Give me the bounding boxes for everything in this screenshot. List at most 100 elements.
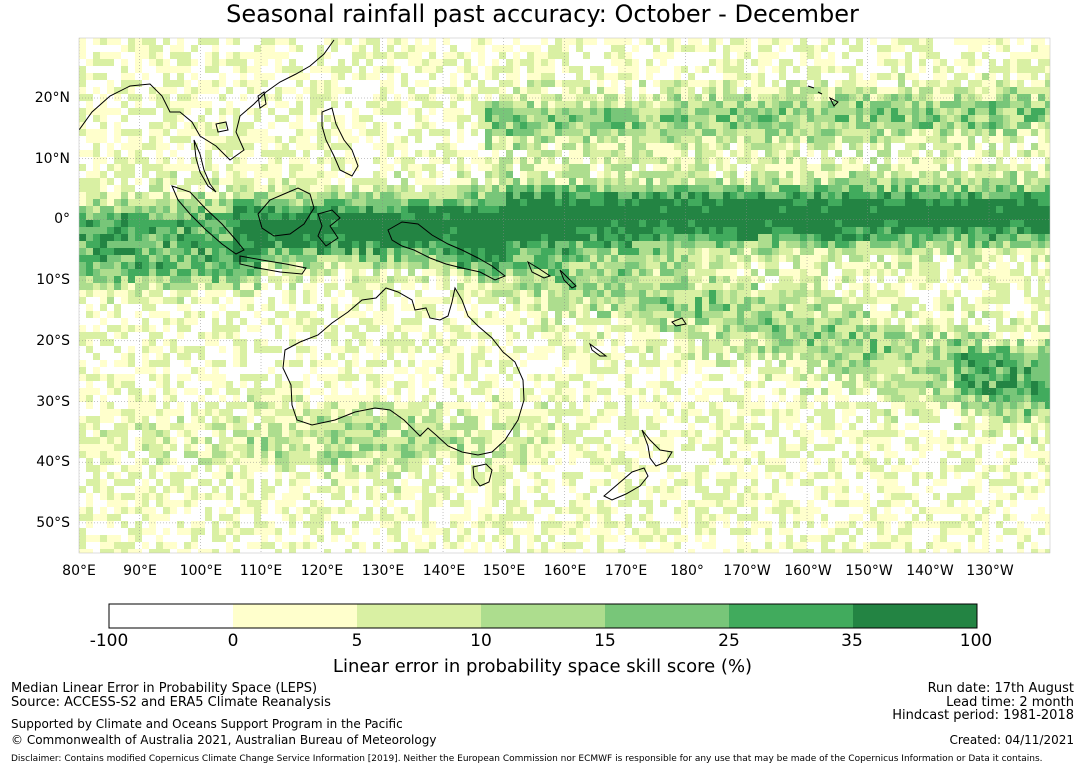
- skill-cell: [212, 269, 219, 276]
- skill-cell: [800, 94, 807, 101]
- skill-cell: [303, 283, 310, 290]
- skill-cell: [1038, 178, 1045, 185]
- skill-cell: [338, 38, 345, 45]
- skill-cell: [737, 178, 744, 185]
- skill-cell: [940, 199, 947, 206]
- skill-cell: [296, 80, 303, 87]
- skill-cell: [555, 241, 562, 248]
- skill-cell: [401, 38, 408, 45]
- skill-cell: [940, 150, 947, 157]
- skill-cell: [331, 325, 338, 332]
- skill-cell: [933, 80, 940, 87]
- skill-cell: [163, 318, 170, 325]
- skill-cell: [618, 143, 625, 150]
- skill-cell: [583, 94, 590, 101]
- skill-cell: [996, 87, 1003, 94]
- skill-cell: [681, 185, 688, 192]
- skill-cell: [723, 220, 730, 227]
- skill-cell: [205, 101, 212, 108]
- skill-cell: [359, 66, 366, 73]
- skill-cell: [513, 332, 520, 339]
- skill-cell: [877, 136, 884, 143]
- skill-cell: [961, 332, 968, 339]
- skill-cell: [961, 241, 968, 248]
- skill-cell: [562, 206, 569, 213]
- skill-cell: [590, 129, 597, 136]
- skill-cell: [730, 108, 737, 115]
- skill-cell: [695, 122, 702, 129]
- skill-cell: [989, 129, 996, 136]
- skill-cell: [93, 213, 100, 220]
- skill-cell: [121, 45, 128, 52]
- skill-cell: [310, 297, 317, 304]
- skill-cell: [898, 38, 905, 45]
- skill-cell: [156, 157, 163, 164]
- skill-cell: [674, 213, 681, 220]
- skill-cell: [639, 129, 646, 136]
- skill-cell: [779, 185, 786, 192]
- skill-cell: [219, 136, 226, 143]
- skill-cell: [814, 318, 821, 325]
- skill-cell: [219, 150, 226, 157]
- skill-cell: [744, 192, 751, 199]
- skill-cell: [800, 101, 807, 108]
- skill-cell: [380, 220, 387, 227]
- skill-cell: [1024, 325, 1031, 332]
- skill-cell: [744, 94, 751, 101]
- skill-cell: [233, 290, 240, 297]
- skill-cell: [982, 38, 989, 45]
- skill-cell: [303, 290, 310, 297]
- skill-cell: [821, 276, 828, 283]
- skill-cell: [653, 171, 660, 178]
- skill-cell: [156, 171, 163, 178]
- skill-cell: [429, 45, 436, 52]
- skill-cell: [156, 94, 163, 101]
- skill-cell: [114, 269, 121, 276]
- skill-cell: [919, 143, 926, 150]
- skill-cell: [968, 101, 975, 108]
- skill-cell: [135, 213, 142, 220]
- skill-cell: [317, 52, 324, 59]
- skill-cell: [128, 80, 135, 87]
- skill-cell: [464, 192, 471, 199]
- skill-cell: [233, 157, 240, 164]
- skill-cell: [233, 227, 240, 234]
- skill-cell: [1003, 192, 1010, 199]
- skill-cell: [1024, 220, 1031, 227]
- skill-cell: [954, 283, 961, 290]
- skill-cell: [198, 227, 205, 234]
- skill-cell: [702, 283, 709, 290]
- skill-cell: [128, 94, 135, 101]
- skill-cell: [569, 185, 576, 192]
- skill-cell: [786, 192, 793, 199]
- skill-cell: [485, 185, 492, 192]
- skill-cell: [331, 87, 338, 94]
- skill-cell: [548, 150, 555, 157]
- skill-cell: [982, 297, 989, 304]
- skill-cell: [191, 59, 198, 66]
- skill-cell: [1003, 94, 1010, 101]
- skill-cell: [884, 220, 891, 227]
- skill-cell: [1003, 87, 1010, 94]
- skill-cell: [695, 164, 702, 171]
- skill-cell: [667, 178, 674, 185]
- skill-cell: [135, 80, 142, 87]
- skill-cell: [1045, 318, 1050, 325]
- skill-cell: [1031, 143, 1038, 150]
- skill-cell: [226, 262, 233, 269]
- skill-cell: [324, 66, 331, 73]
- skill-cell: [338, 255, 345, 262]
- skill-cell: [394, 269, 401, 276]
- skill-cell: [156, 129, 163, 136]
- skill-cell: [940, 101, 947, 108]
- skill-cell: [639, 339, 646, 346]
- skill-cell: [849, 213, 856, 220]
- skill-cell: [555, 213, 562, 220]
- skill-cell: [730, 73, 737, 80]
- skill-cell: [184, 220, 191, 227]
- skill-cell: [191, 45, 198, 52]
- skill-cell: [478, 108, 485, 115]
- skill-cell: [849, 269, 856, 276]
- skill-cell: [730, 318, 737, 325]
- skill-cell: [702, 171, 709, 178]
